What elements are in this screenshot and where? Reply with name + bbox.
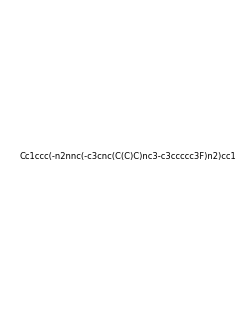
Text: Cc1ccc(-n2nnc(-c3cnc(C(C)C)nc3-c3ccccc3F)n2)cc1: Cc1ccc(-n2nnc(-c3cnc(C(C)C)nc3-c3ccccc3F… <box>19 151 236 161</box>
